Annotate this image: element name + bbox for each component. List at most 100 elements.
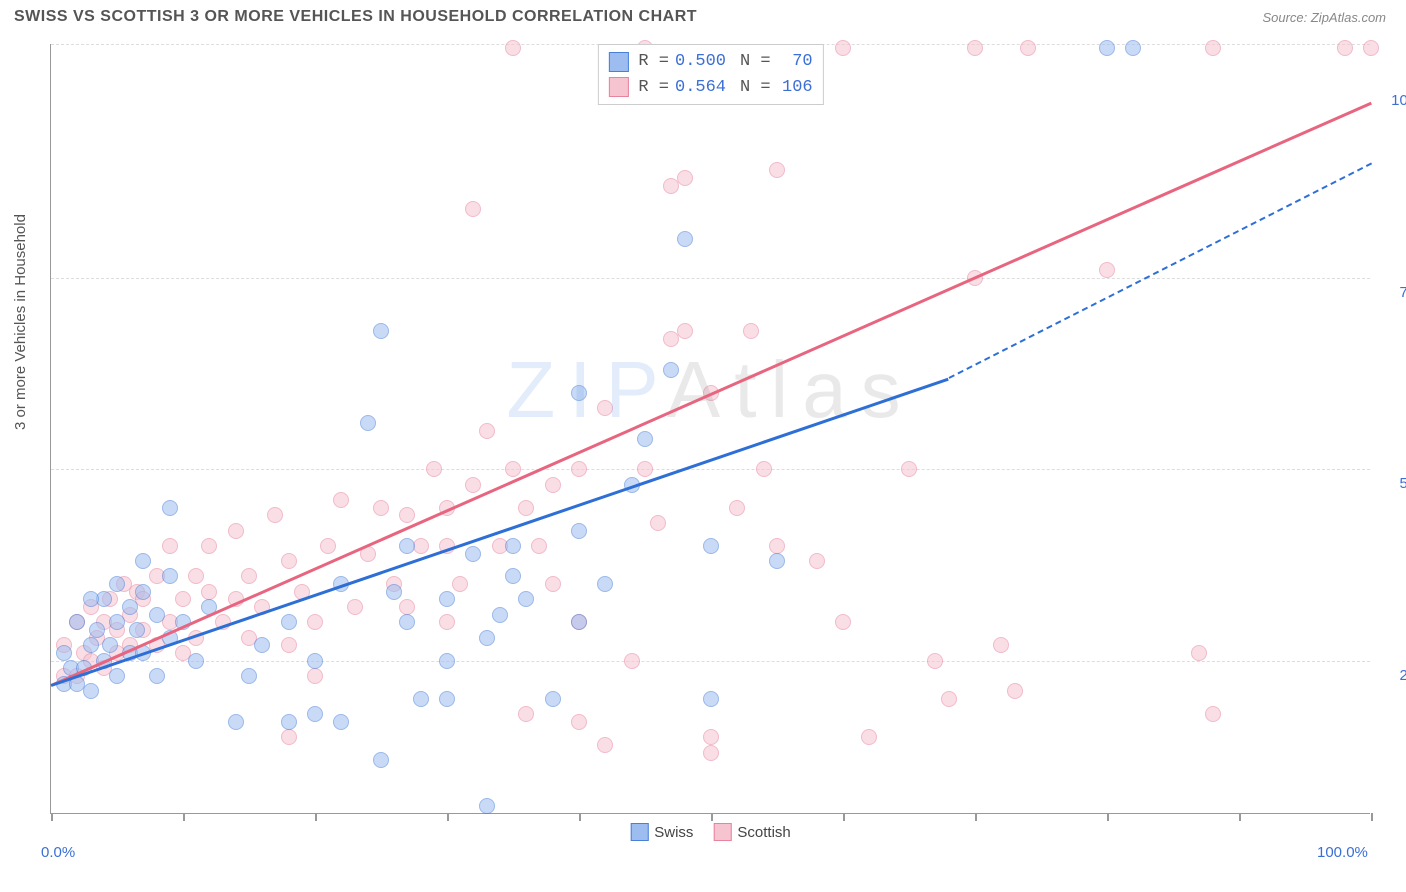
scottish-point [347, 599, 363, 615]
scottish-point [399, 599, 415, 615]
swiss-point [465, 546, 481, 562]
scottish-point [624, 653, 640, 669]
scottish-point [399, 507, 415, 523]
plot-area: ZIPAtlas R = 0.500 N = 70 R = 0.564 N = … [50, 44, 1370, 814]
regression-line [50, 102, 1371, 687]
swiss-point [281, 714, 297, 730]
swiss-point [135, 553, 151, 569]
swiss-point [439, 591, 455, 607]
scottish-point [281, 729, 297, 745]
swiss-point [83, 591, 99, 607]
scottish-point [729, 500, 745, 516]
swiss-point [69, 614, 85, 630]
scottish-point [809, 553, 825, 569]
swiss-point [386, 584, 402, 600]
scottish-point [650, 515, 666, 531]
scottish-point [597, 737, 613, 753]
swiss-point [254, 637, 270, 653]
swiss-point [281, 614, 297, 630]
scottish-point [1007, 683, 1023, 699]
swiss-point [439, 653, 455, 669]
swiss-point [307, 706, 323, 722]
scottish-point [1020, 40, 1036, 56]
x-tick [1371, 813, 1373, 821]
regression-line [51, 377, 949, 686]
legend-row-scottish: R = 0.564 N = 106 [608, 75, 812, 101]
x-tick [315, 813, 317, 821]
scottish-point [373, 500, 389, 516]
y-tick-label: 100.0% [1382, 92, 1406, 109]
scottish-swatch-icon [713, 823, 731, 841]
swiss-point [83, 683, 99, 699]
gridline [51, 661, 1370, 662]
scottish-point [307, 614, 323, 630]
x-tick [975, 813, 977, 821]
legend-row-swiss: R = 0.500 N = 70 [608, 49, 812, 75]
scottish-point [281, 637, 297, 653]
scottish-point [162, 538, 178, 554]
swiss-point [1125, 40, 1141, 56]
swiss-point [83, 637, 99, 653]
scottish-point [201, 538, 217, 554]
scottish-point [333, 492, 349, 508]
scottish-point [175, 591, 191, 607]
scottish-point [281, 553, 297, 569]
scottish-point [1205, 40, 1221, 56]
scottish-point [1099, 262, 1115, 278]
swiss-point [241, 668, 257, 684]
scottish-point [901, 461, 917, 477]
correlation-legend: R = 0.500 N = 70 R = 0.564 N = 106 [597, 44, 823, 105]
scottish-point [703, 729, 719, 745]
scottish-point [518, 500, 534, 516]
swiss-point [545, 691, 561, 707]
swiss-point [399, 614, 415, 630]
scottish-point [1191, 645, 1207, 661]
scottish-point [545, 477, 561, 493]
scottish-point [769, 162, 785, 178]
x-tick [579, 813, 581, 821]
swiss-point [769, 553, 785, 569]
scottish-point [228, 523, 244, 539]
x-tick [843, 813, 845, 821]
scottish-point [505, 40, 521, 56]
y-tick-label: 25.0% [1382, 667, 1406, 684]
scottish-point [571, 714, 587, 730]
scottish-point [571, 461, 587, 477]
scottish-point [267, 507, 283, 523]
x-tick [183, 813, 185, 821]
scottish-point [1337, 40, 1353, 56]
swiss-point [162, 568, 178, 584]
swiss-point [439, 691, 455, 707]
legend-item-scottish: Scottish [713, 823, 790, 841]
swiss-point [505, 568, 521, 584]
scottish-swatch-icon [608, 77, 628, 97]
scottish-point [531, 538, 547, 554]
swiss-point [373, 752, 389, 768]
scottish-point [545, 576, 561, 592]
swiss-point [162, 500, 178, 516]
scottish-point [861, 729, 877, 745]
swiss-point [373, 323, 389, 339]
source-label: Source: ZipAtlas.com [1262, 10, 1386, 25]
x-tick [1239, 813, 1241, 821]
scottish-point [703, 745, 719, 761]
swiss-point [89, 622, 105, 638]
swiss-swatch-icon [630, 823, 648, 841]
scottish-point [505, 461, 521, 477]
scottish-point [967, 40, 983, 56]
swiss-point [505, 538, 521, 554]
gridline [51, 278, 1370, 279]
swiss-point [129, 622, 145, 638]
swiss-point [571, 385, 587, 401]
header: SWISS VS SCOTTISH 3 OR MORE VEHICLES IN … [0, 0, 1406, 32]
swiss-point [663, 362, 679, 378]
gridline [51, 469, 1370, 470]
swiss-point [597, 576, 613, 592]
swiss-point [109, 614, 125, 630]
x-tick-label: 100.0% [1317, 844, 1368, 861]
swiss-swatch-icon [608, 52, 628, 72]
scottish-point [769, 538, 785, 554]
swiss-point [492, 607, 508, 623]
scottish-point [941, 691, 957, 707]
swiss-point [479, 798, 495, 814]
